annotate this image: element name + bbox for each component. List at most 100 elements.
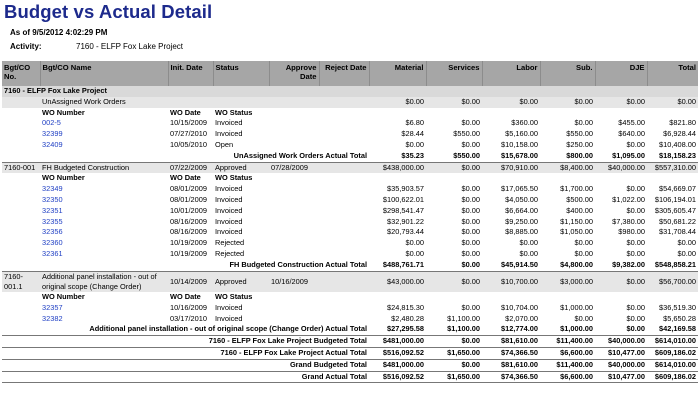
wo-date: 08/16/2009 [170,227,207,237]
spacer [269,292,698,303]
spacer [319,217,369,228]
wo-labor: $9,250.00 [505,216,538,226]
wo-number-cell: 32351 [40,206,168,217]
group-dje: $0.00 [595,271,647,293]
wo-date: 03/17/2010 [170,313,207,323]
summary-services: $0.00 [426,359,482,372]
summary-total-row: 7160 - ELFP Fox Lake Project Budgeted To… [2,335,698,349]
group-dje: $40,000.00 [595,162,647,174]
wo-material: $20,793.44 [387,227,424,237]
spacer [2,292,40,303]
wo-services: $0.00 [461,118,481,128]
table-row: 32361 10/19/2009 Rejected $0.00 $0.00 $0.00 $0… [2,249,698,260]
wo-labor: $17,065.50 [501,184,538,194]
wo-sub: $0.00 [574,313,594,323]
summary-total-row: Grand Budgeted Total $481,000.00 $0.00 $81,… [2,359,698,372]
col-header: Init. Date [168,61,214,86]
summary-services: $1,650.00 [426,347,482,360]
wo-labor: $10,704.00 [501,302,538,312]
summary-dje: $10,477.00 [595,371,647,384]
wo-number-link[interactable]: 32382 [42,313,63,323]
wo-services: $0.00 [461,302,481,312]
wo-number-link[interactable]: 32357 [42,302,63,312]
col-header: Labor [482,61,541,86]
wo-date: 10/05/2010 [170,139,207,149]
actual-total: $18,158.23 [647,150,698,163]
group-services: $0.00 [426,162,482,174]
spacer [319,206,369,217]
wo-total: $50,681.22 [659,216,696,226]
wo-status: Invoiced [215,205,243,215]
group-row: 7160-001.1 Additional panel installation … [2,271,698,293]
as-of-value: 9/5/2012 4:02:29 PM [32,28,108,37]
wo-number-link[interactable]: 32355 [42,216,63,226]
table-row: 32351 10/01/2009 Invoiced $298,541.47 $0.00 $… [2,206,698,217]
wo-material: $28.44 [401,129,424,139]
wo-labor: $2,070.00 [505,313,538,323]
wo-status: Invoiced [215,227,243,237]
wo-status: Invoiced [215,129,243,139]
wo-services: $0.00 [461,139,481,149]
wo-sub: $0.00 [574,248,594,258]
spacer [2,303,40,314]
col-header: DJE [595,61,648,86]
actual-services: $0.00 [426,259,482,272]
summary-labor: $74,366.50 [482,347,540,360]
wo-services: $0.00 [461,238,481,248]
actual-total: $42,169.58 [647,324,698,337]
summary-total: $609,186.02 [647,371,698,384]
spacer [269,217,319,228]
wo-number-cell: 32350 [40,195,168,206]
wo-number-link[interactable]: 32350 [42,194,63,204]
group-actual-total-row: UnAssigned Work Orders Actual Total $35.2… [2,150,698,163]
wo-sub: $1,050.00 [560,227,593,237]
group-status [213,96,269,108]
wo-total: $305,605.47 [654,205,696,215]
wo-status: Rejected [215,248,245,258]
wo-sub: $0.00 [574,118,594,128]
table-row: 002-5 10/15/2009 Invoiced $6.80 $0.00 $360.00… [2,118,698,129]
actual-services: $1,100.00 [426,324,482,337]
wo-date: 10/19/2009 [170,238,207,248]
group-sub: $8,400.00 [540,162,595,174]
actual-dje: $0.00 [595,324,647,337]
wo-number-link[interactable]: 002-5 [42,118,61,128]
wo-material: $0.00 [405,248,425,258]
wo-dje: $0.00 [626,248,646,258]
actual-sub: $1,000.00 [540,324,595,337]
wo-number-cell: 32361 [40,249,168,260]
wo-number-link[interactable]: 32409 [42,139,63,149]
wo-total: $821.80 [669,118,696,128]
actual-sub: $4,800.00 [540,259,595,272]
wo-date: 07/27/2010 [170,129,207,139]
wo-labor: $0.00 [519,238,539,248]
wo-number-link[interactable]: 32360 [42,238,63,248]
wo-number-link[interactable]: 32399 [42,129,63,139]
spacer [269,140,319,151]
wo-status-header: WO Status [215,173,253,183]
wo-number-link[interactable]: 32361 [42,248,63,258]
spacer [319,314,369,325]
wo-sub: $1,700.00 [560,184,593,194]
wo-status: Invoiced [215,313,243,323]
wo-number-link[interactable]: 32349 [42,184,63,194]
wo-services: $0.00 [461,216,481,226]
col-header: Bgt/CO No. [2,61,41,86]
group-sub: $3,000.00 [540,271,595,293]
wo-dje: $0.00 [626,302,646,312]
col-header: Bgt/CO Name [40,61,169,86]
actual-dje: $9,382.00 [595,259,647,272]
group-name: UnAssigned Work Orders [40,96,168,108]
wo-status: Invoiced [215,194,243,204]
group-material: $0.00 [369,96,426,108]
project-header-row: 7160 - ELFP Fox Lake Project [2,86,698,97]
group-sub: $0.00 [540,96,595,108]
wo-services: $0.00 [461,227,481,237]
wo-dje: $7,380.00 [612,216,645,226]
wo-date: 08/01/2009 [170,184,207,194]
group-approve-date [269,96,319,108]
wo-number-link[interactable]: 32356 [42,227,63,237]
wo-number-link[interactable]: 32351 [42,205,63,215]
spacer [269,206,319,217]
group-services: $0.00 [426,96,482,108]
